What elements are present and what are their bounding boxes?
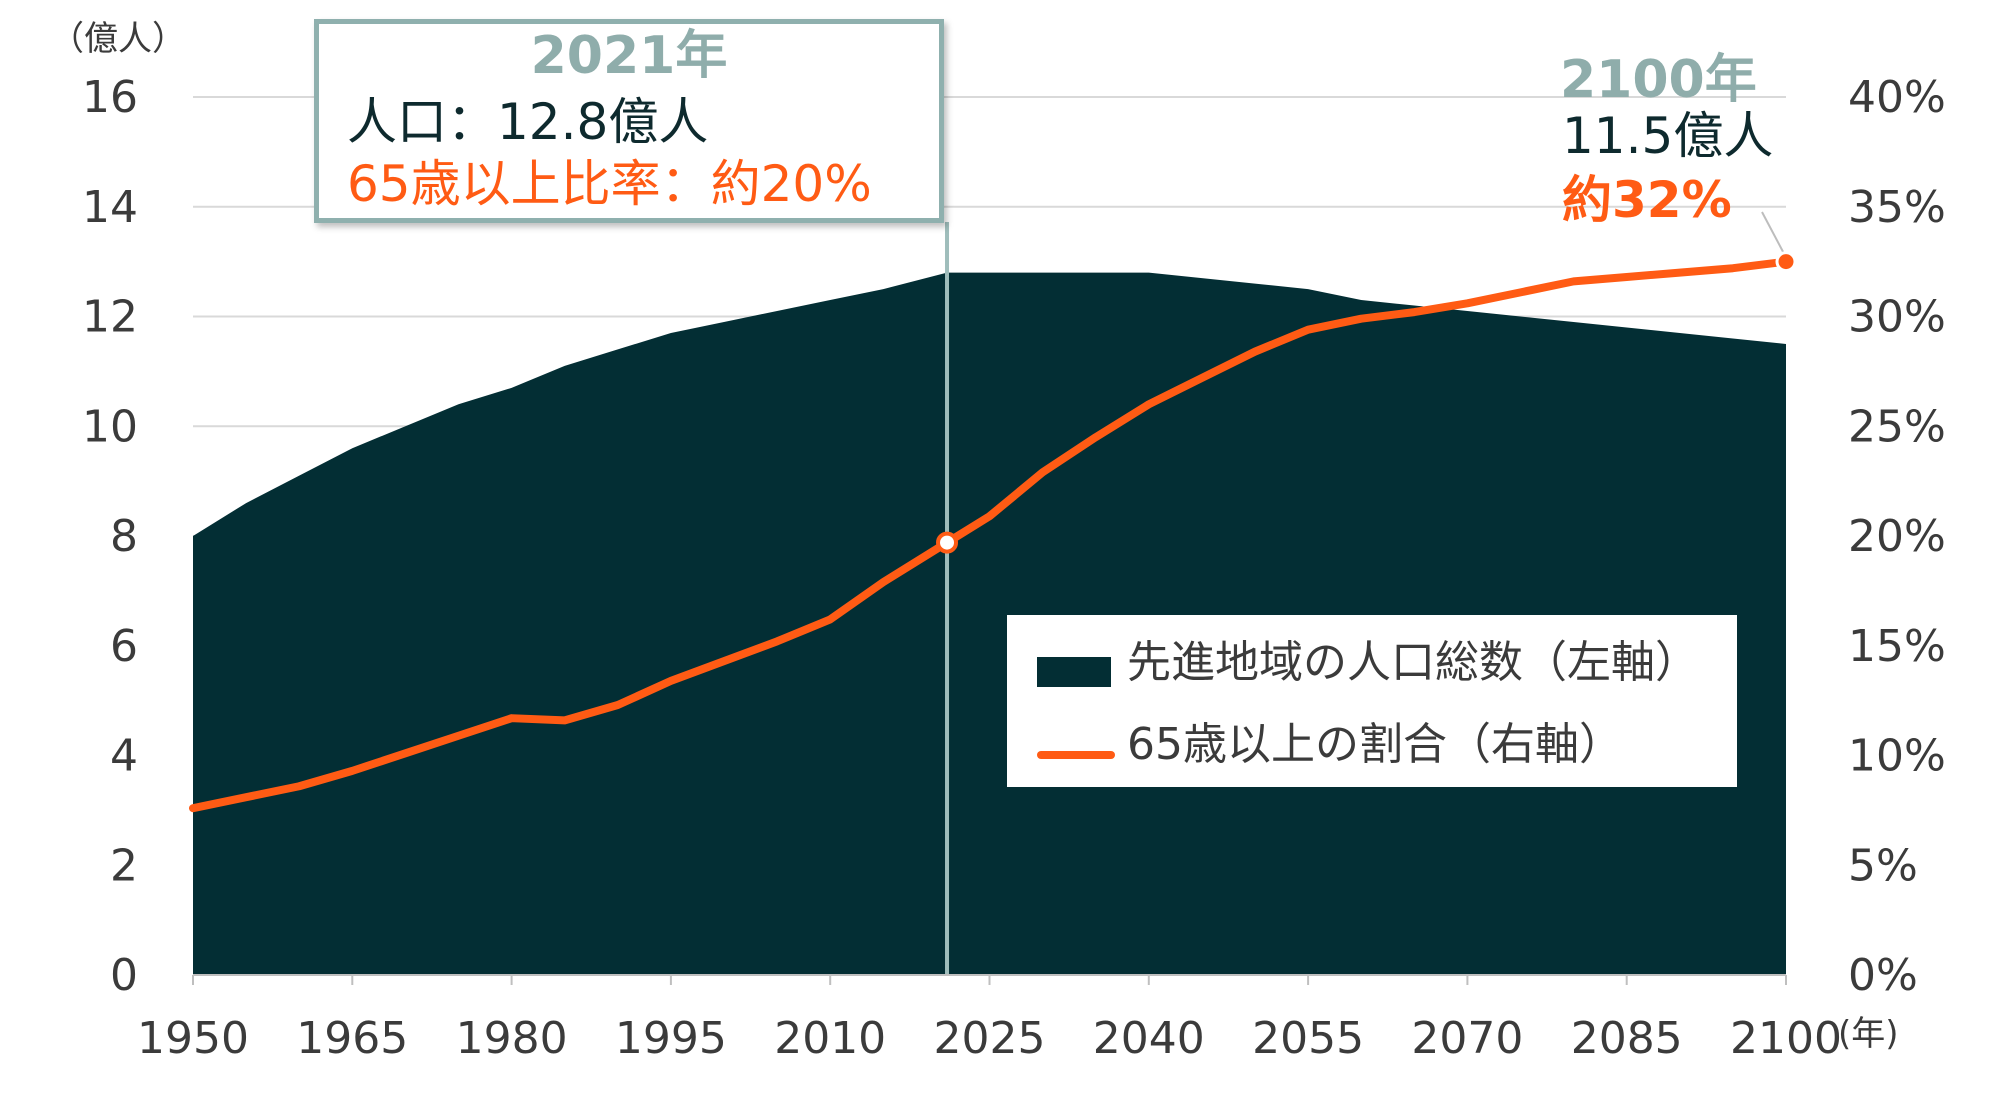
x-tick-label: 1995 [615,1013,727,1064]
left-tick-label: 12 [82,292,138,343]
left-tick-label: 2 [110,840,138,891]
end-population-label: 11.5億人 [1562,107,1774,165]
left-tick-label: 8 [110,511,138,562]
callout-ratio: 65歳以上比率：約20% [347,155,872,213]
aged-ratio-line [189,257,1790,813]
legend-swatch-line [1037,751,1115,759]
legend-label-ratio: 65歳以上の割合（右軸） [1127,719,1623,770]
right-tick-label: 15% [1848,621,1946,672]
population-area [193,272,1786,976]
left-axis-ticks: 0 2 4 6 8 10 12 14 16 [82,72,138,1001]
callout-year-label: 2021年 [530,26,728,86]
right-tick-label: 35% [1848,182,1946,233]
x-tick-label: 2025 [934,1013,1046,1064]
left-tick-label: 10 [82,401,138,452]
x-tick-label: 1965 [296,1013,408,1064]
right-tick-label: 20% [1848,511,1946,562]
callout-2021: 2021年 人口：12.8億人 65歳以上比率：約20% [314,19,944,223]
x-tick-label: 1950 [137,1013,249,1064]
marker-2021 [936,531,959,554]
left-tick-label: 16 [82,72,138,123]
left-tick-label: 6 [110,621,138,672]
legend-label-population: 先進地域の人口総数（左軸） [1127,637,1699,688]
left-axis-unit: （億人） [50,19,186,59]
x-axis-tick-marks [192,975,1787,985]
x-tick-label: 2055 [1252,1013,1364,1064]
left-tick-label: 4 [110,731,138,782]
end-label-leader [1761,211,1785,255]
x-tick-label: 2040 [1093,1013,1205,1064]
right-tick-label: 30% [1848,292,1946,343]
right-tick-label: 10% [1848,731,1946,782]
left-tick-label: 0 [110,950,138,1001]
x-tick-label: 2070 [1411,1013,1523,1064]
legend: 先進地域の人口総数（左軸） 65歳以上の割合（右軸） [1007,615,1737,787]
right-tick-label: 25% [1848,401,1946,452]
right-tick-label: 5% [1848,840,1918,891]
legend-swatch-area [1037,657,1111,687]
x-tick-label: 2100 [1730,1013,1842,1064]
x-axis-unit: (年) [1838,1014,1899,1054]
left-tick-label: 14 [82,182,138,233]
right-tick-label: 40% [1848,72,1946,123]
end-year-label: 2100年 [1560,50,1757,110]
right-tick-label: 0% [1848,950,1918,1001]
x-tick-label: 1980 [456,1013,568,1064]
right-axis-ticks: 0% 5% 10% 15% 20% 25% 30% 35% 40% [1848,72,1946,1001]
x-tick-label: 2085 [1571,1013,1683,1064]
x-axis-ticks: 1950 1965 1980 1995 2010 2025 2040 2055 2070 2085… [137,1013,1842,1064]
callout-population: 人口：12.8億人 [347,93,709,151]
end-ratio-label: 約32% [1562,171,1732,229]
marker-2100 [1775,251,1797,273]
x-tick-label: 2010 [774,1013,886,1064]
